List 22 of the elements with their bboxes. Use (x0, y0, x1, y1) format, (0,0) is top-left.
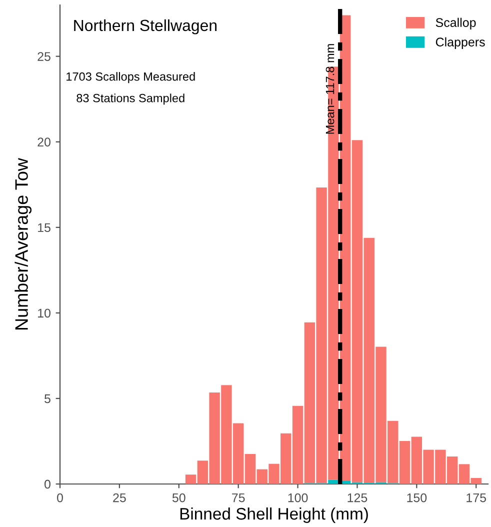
y-tick-label: 20 (38, 138, 50, 147)
x-tick-label: 50 (172, 493, 186, 502)
x-tick-label: 125 (348, 493, 368, 502)
y-tick-label: 5 (44, 394, 50, 404)
x-tick-label: 0 (57, 493, 63, 502)
y-tick-label: 10 (38, 308, 50, 318)
x-tick-label: 75 (232, 493, 245, 502)
legend-label: Clappers (436, 37, 485, 49)
text: Northern Stellwagen (74, 19, 217, 34)
y-tick-label: 25 (38, 52, 50, 61)
x-tick-label: 175 (466, 493, 486, 502)
x-tick-label: 100 (288, 493, 308, 502)
ref-line-label: Mean= 117.8 mm (326, 44, 334, 134)
annotation: 1703 Scallops Measured (66, 72, 195, 84)
legend-label: Scallop (436, 18, 476, 30)
x-tick-label: 150 (407, 493, 427, 502)
y-tick-label: 15 (38, 223, 50, 232)
annotation: 83 Stations Sampled (76, 94, 184, 105)
x-tick-label: 25 (113, 493, 126, 502)
y-tick-label: 0 (44, 480, 50, 489)
y-axis-title: Number/Average Tow (14, 158, 32, 330)
x-axis-title: Binned Shell Height (mm) (180, 507, 368, 523)
